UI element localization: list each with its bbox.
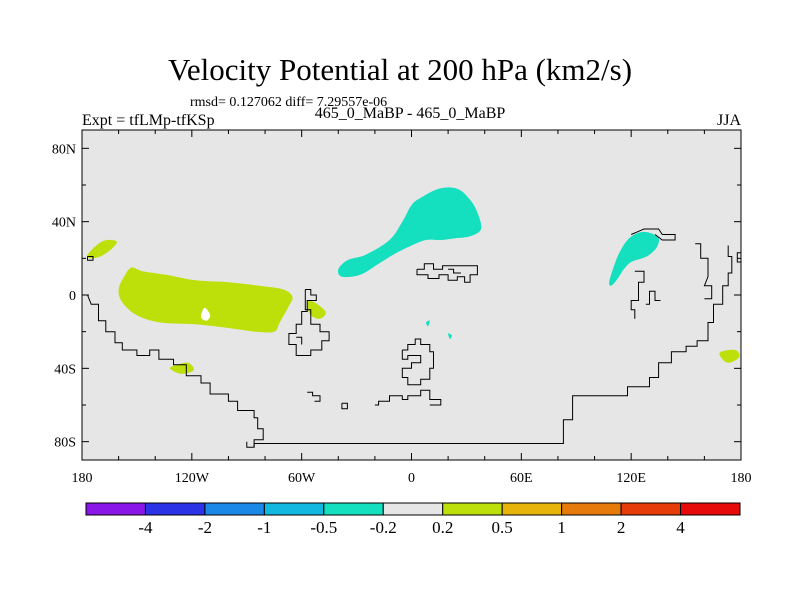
region-positive-speck-3	[719, 349, 740, 363]
region-negative-east-asia-pacific	[337, 187, 482, 278]
coast-east-cluster	[631, 228, 676, 241]
x-tick-label: 180	[731, 471, 752, 486]
colorbar-label: 0.5	[492, 518, 513, 537]
colorbar-label: 0.2	[432, 518, 453, 537]
colorbar-swatch	[680, 502, 741, 516]
colorbar-swatch	[501, 502, 563, 516]
y-tick-label: 40N	[52, 216, 76, 231]
colorbar-label: 2	[617, 518, 626, 537]
colorbar-swatch	[263, 502, 325, 516]
coast-east-lower	[695, 243, 713, 300]
season-label: JJA	[716, 112, 741, 129]
region-negative-speck-2	[448, 333, 452, 340]
colorbar-swatch	[204, 502, 265, 516]
x-tick-label: 0	[408, 471, 415, 486]
colorbar-swatch	[323, 502, 384, 516]
region-positive-speck-2	[169, 362, 194, 374]
y-tick-label: 80N	[52, 142, 76, 157]
coast-africa-inner	[296, 336, 303, 345]
chart-title: Velocity Potential at 200 hPa (km2/s)	[167, 52, 633, 87]
region-negative-speck-1	[426, 320, 430, 327]
y-tick-label: 80S	[54, 436, 76, 451]
coast-left-edge-small	[87, 256, 94, 261]
region-positive-speck-1	[307, 300, 326, 319]
experiment-label: Expt = tfLMp-tfKSp	[82, 112, 215, 129]
coast-antarctica	[253, 245, 733, 448]
x-tick-label: 120E	[616, 471, 646, 486]
colorbar-label: -4	[138, 518, 153, 537]
coast-center-loop	[401, 338, 434, 386]
colorbar-swatch	[382, 502, 444, 516]
coast-center-low-2	[307, 391, 321, 402]
colorbar-label: -1	[257, 518, 271, 537]
y-tick-label: 40S	[54, 362, 76, 377]
colorbar-swatch	[85, 502, 146, 516]
case-label: 465_0_MaBP - 465_0_MaBP	[314, 105, 506, 122]
colorbar-label: -0.5	[310, 518, 337, 537]
colorbar-label: -0.2	[370, 518, 397, 537]
region-negative-indian-ocean	[609, 231, 660, 286]
colorbar-swatch	[442, 502, 503, 516]
coast-right-edge	[736, 252, 741, 263]
region-positive-west-small	[86, 239, 117, 259]
colorbar-swatch	[144, 502, 206, 516]
x-tick-label: 180	[72, 471, 93, 486]
colorbar-label: 4	[676, 518, 685, 537]
colorbar-swatch	[561, 502, 622, 516]
coast-west-chain	[82, 294, 264, 448]
x-tick-label: 60E	[510, 471, 533, 486]
region-positive-atlantic	[118, 267, 293, 333]
coast-north-strip	[416, 263, 478, 283]
y-tick-label: 0	[69, 289, 76, 304]
hole-white	[200, 307, 211, 321]
coast-east-islands	[630, 270, 645, 319]
colorbar-label: -2	[198, 518, 212, 537]
x-tick-label: 120W	[175, 471, 210, 486]
coast-center-low	[374, 389, 442, 406]
coast-east-inner	[645, 290, 661, 305]
colorbar-swatch	[620, 502, 682, 516]
x-tick-label: 60W	[288, 471, 316, 486]
stats-label: rmsd= 0.127062 diff= 7.29557e-06	[190, 95, 388, 110]
coast-center-dot	[341, 402, 348, 410]
coast-africa-like	[288, 289, 330, 356]
coast-north-strip-inner	[448, 268, 461, 274]
colorbar-label: 1	[557, 518, 566, 537]
